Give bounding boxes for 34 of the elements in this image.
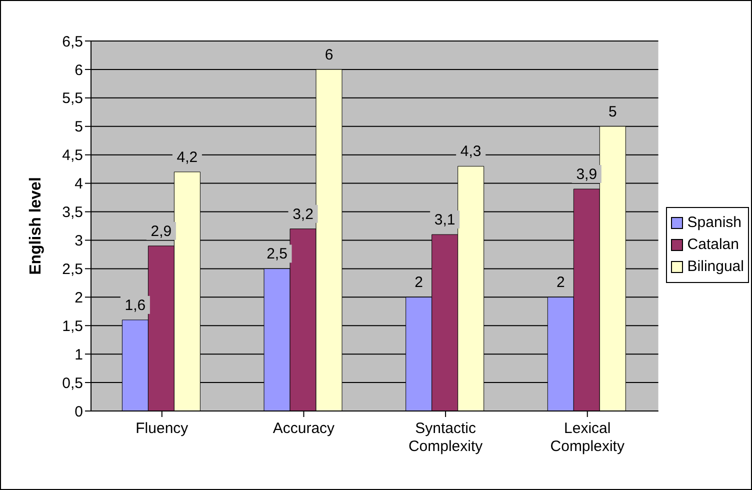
legend-label: Bilingual xyxy=(687,257,744,277)
data-label: 6 xyxy=(324,46,334,64)
data-label: 3,1 xyxy=(434,212,456,229)
y-tick-label: 3,5 xyxy=(62,204,83,222)
data-label: 2,5 xyxy=(266,246,288,263)
y-tick-label: 1,5 xyxy=(62,318,83,335)
data-label: 2,9 xyxy=(150,222,172,240)
y-tick-label: 4,5 xyxy=(62,147,83,164)
data-label: 1,6 xyxy=(124,296,146,314)
data-label: 4,3 xyxy=(460,143,482,160)
y-tick-label: 2,5 xyxy=(62,261,83,278)
y-tick-label: 0 xyxy=(74,403,83,420)
x-tick-label: Fluency xyxy=(136,420,189,437)
x-tick-label: Lexical Complexity xyxy=(550,420,625,455)
y-tick-label: 4 xyxy=(74,176,83,193)
data-label: 2 xyxy=(414,274,424,292)
x-tick-label: Accuracy xyxy=(272,420,336,437)
data-label: 3,2 xyxy=(292,206,314,223)
y-tick-label: 2 xyxy=(74,289,83,306)
y-tick-label: 0,5 xyxy=(62,374,83,392)
data-label: 2 xyxy=(556,274,565,292)
y-axis-title: English level xyxy=(28,177,45,275)
y-tick-label: 1 xyxy=(74,346,83,364)
y-tick-label: 3 xyxy=(74,232,83,250)
legend-label: Catalan xyxy=(687,235,739,255)
data-label: 5 xyxy=(608,103,617,120)
y-tick-label: 6 xyxy=(74,62,83,79)
data-label: 4,2 xyxy=(176,148,198,166)
y-tick-label: 5 xyxy=(74,118,83,136)
data-label: 3,9 xyxy=(576,166,598,183)
y-tick-label: 5,5 xyxy=(62,90,83,108)
y-tick-label: 6,5 xyxy=(62,33,83,50)
legend-label: Spanish xyxy=(687,213,742,233)
x-tick-label: Syntactic Complexity xyxy=(408,420,484,455)
